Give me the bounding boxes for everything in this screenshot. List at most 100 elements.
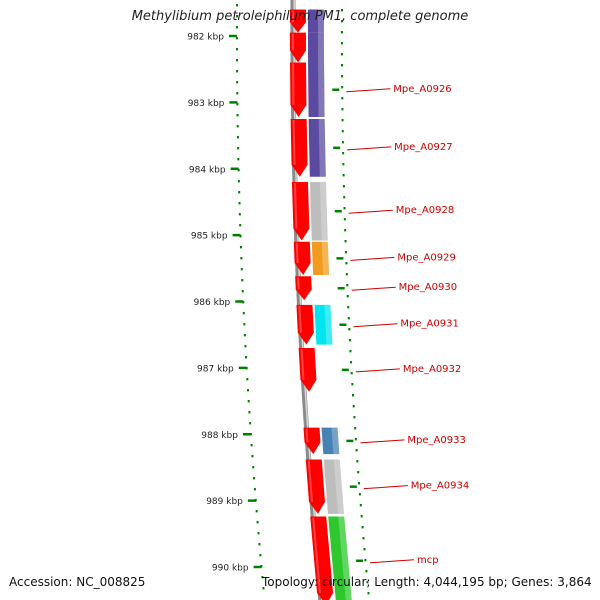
- right-track-dot: [345, 262, 348, 265]
- cog-shade: [317, 9, 324, 33]
- tick-label: 984 kbp: [189, 165, 226, 175]
- right-track-dot: [358, 493, 361, 496]
- cog-shade: [318, 62, 325, 117]
- right-track-dot: [358, 482, 361, 485]
- cog-shade: [333, 459, 344, 514]
- right-track-dot: [367, 592, 370, 595]
- cog-block: [328, 516, 352, 600]
- right-track-dot: [343, 196, 346, 199]
- left-track-dot: [237, 180, 240, 183]
- cog-block: [307, 32, 325, 63]
- right-track-dot: [344, 229, 347, 232]
- right-track-dot: [352, 405, 355, 408]
- tick-label: 985 kbp: [191, 232, 228, 242]
- label-leader: [347, 146, 392, 151]
- left-track-dot: [259, 554, 262, 557]
- right-track-dot: [341, 141, 344, 144]
- left-track-dot: [235, 37, 238, 40]
- cog-block: [307, 9, 324, 33]
- left-track-dot: [237, 147, 240, 150]
- gene-highlight: [300, 348, 305, 380]
- right-track-dot: [366, 581, 369, 584]
- right-track-dot: [340, 31, 343, 34]
- left-track-dot: [252, 466, 255, 469]
- tick-label: 983 kbp: [188, 99, 225, 109]
- left-track-dot: [235, 4, 238, 7]
- label-leader: [370, 559, 415, 564]
- right-tick-track: [332, 88, 364, 563]
- map-title: Methylibium petroleiphilum PM1, complete…: [131, 9, 469, 24]
- gene-label: Mpe_A0932: [403, 364, 461, 375]
- gene-highlight: [307, 460, 313, 502]
- gene-label: Mpe_A0933: [407, 435, 465, 446]
- right-track-dot: [364, 559, 367, 562]
- label-leader: [363, 485, 408, 490]
- left-track-dot: [248, 411, 251, 414]
- gene-label: mcp: [417, 555, 439, 566]
- right-track-dot: [354, 427, 357, 430]
- cog-block: [309, 182, 328, 241]
- left-track-dot: [239, 224, 242, 227]
- right-track-dot: [348, 339, 351, 342]
- left-track-dot: [243, 334, 246, 337]
- left-track-dot: [246, 378, 249, 381]
- label-leader: [350, 256, 395, 261]
- left-track-dot: [236, 59, 239, 62]
- left-track-dot: [258, 543, 261, 546]
- right-track-dot: [353, 416, 356, 419]
- left-track-dot: [257, 532, 260, 535]
- left-track-dot: [261, 576, 264, 579]
- tick-label: 986 kbp: [194, 298, 231, 308]
- left-track-dot: [240, 257, 243, 260]
- cog-block: [323, 459, 344, 514]
- right-track-dot: [340, 20, 343, 23]
- gene-label: Mpe_A0928: [396, 205, 454, 216]
- gene-label: Mpe_A0930: [399, 282, 457, 293]
- left-track-dot: [244, 345, 247, 348]
- left-track-dot: [236, 125, 239, 128]
- right-track-dot: [348, 328, 351, 331]
- left-track-dot: [237, 158, 240, 161]
- gene-label: Mpe_A0929: [397, 252, 455, 263]
- left-track-dot: [253, 477, 256, 480]
- cog-block: [308, 62, 325, 117]
- gene-highlight: [293, 182, 298, 229]
- left-track-dot: [236, 103, 239, 106]
- cog-block: [311, 241, 330, 275]
- right-track-dot: [350, 361, 353, 364]
- left-track-dot: [236, 81, 239, 84]
- right-track-dot: [341, 97, 344, 100]
- label-leader: [346, 88, 391, 93]
- kbp-scale: 982 kbp 983 kbp 984 kbp 985 kbp 986 kbp 987 k…: [187, 33, 262, 574]
- gene-highlight: [295, 242, 299, 263]
- right-track-dot: [343, 207, 346, 210]
- left-track-dot: [237, 169, 240, 172]
- right-track-dot: [344, 251, 347, 254]
- right-track-dot: [346, 284, 349, 287]
- label-leader: [355, 368, 400, 373]
- topology-text: Topology: circular; Length: 4,044,195 bp…: [262, 575, 592, 589]
- right-track-dot: [359, 504, 362, 507]
- gene-track: [289, 9, 334, 600]
- right-track-dot: [351, 383, 354, 386]
- right-track-dot: [356, 460, 359, 463]
- left-track-dot: [262, 587, 265, 590]
- left-track-dot: [255, 510, 258, 513]
- right-track-dot: [342, 163, 345, 166]
- right-track-dot: [362, 537, 365, 540]
- right-track-dot: [342, 174, 345, 177]
- left-track-dot: [235, 15, 238, 18]
- gene-label: Mpe_A0926: [393, 84, 451, 95]
- right-track-dot: [351, 394, 354, 397]
- left-track-dot: [238, 213, 241, 216]
- right-track-dot: [341, 108, 344, 111]
- left-track-dot: [241, 279, 244, 282]
- left-track-dot: [245, 356, 248, 359]
- gene-highlight: [292, 119, 296, 165]
- left-track-dot: [249, 422, 252, 425]
- right-dot-track: [340, 9, 370, 595]
- cog-block: [314, 304, 333, 345]
- cog-shade: [331, 427, 340, 455]
- cog-block: [321, 427, 340, 455]
